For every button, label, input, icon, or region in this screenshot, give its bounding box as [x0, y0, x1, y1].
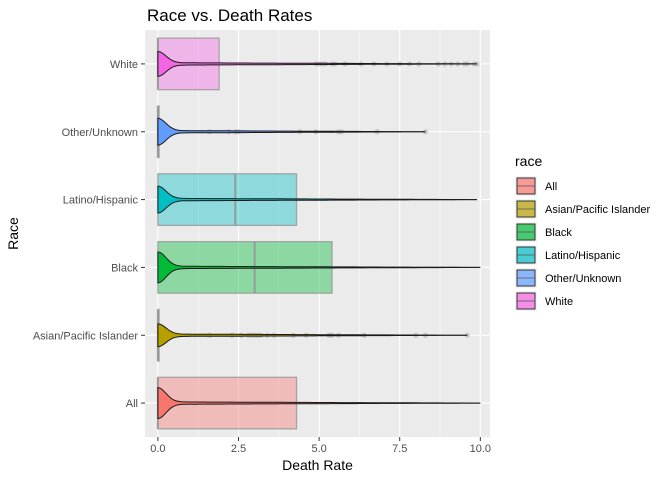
x-axis-label: Death Rate	[282, 457, 353, 473]
legend-item: Other/Unknown	[515, 268, 621, 288]
data-point	[474, 61, 480, 67]
y-tick-label: Other/Unknown	[62, 127, 138, 139]
x-tick-label: 7.5	[392, 443, 407, 455]
y-tick-label: White	[110, 59, 138, 71]
series-5	[156, 37, 480, 91]
series-0	[156, 376, 481, 430]
y-tick-label: All	[126, 398, 138, 410]
legend-title: race	[515, 153, 542, 169]
chart-title: Race vs. Death Rates	[147, 6, 312, 25]
x-tick-label: 10.0	[470, 443, 491, 455]
legend-label: Asian/Pacific Islander	[545, 204, 650, 216]
legend-item: Latino/Hispanic	[515, 245, 621, 265]
violin	[157, 323, 468, 348]
legend-label: White	[545, 296, 573, 308]
x-tick-label: 0.0	[150, 443, 165, 455]
violin	[157, 185, 478, 214]
legend-label: Latino/Hispanic	[545, 250, 621, 262]
legend-item: Black	[515, 222, 572, 242]
violin	[157, 251, 481, 284]
series-1	[156, 308, 471, 362]
violin	[157, 117, 426, 146]
data-point	[464, 332, 471, 338]
violin	[157, 387, 481, 419]
chart-marks	[156, 37, 481, 430]
legend-label: Other/Unknown	[545, 273, 621, 285]
series-3	[157, 173, 478, 227]
plot-panel	[145, 30, 490, 437]
legend-label: All	[545, 181, 557, 193]
y-tick-label: Asian/Pacific Islander	[33, 330, 138, 342]
y-axis-label: Race	[5, 217, 21, 250]
legend-label: Black	[545, 227, 572, 239]
series-2	[157, 240, 481, 294]
x-axis: 0.0 2.5 5.0 7.5 10.0	[150, 437, 491, 455]
y-tick-label: Black	[111, 262, 138, 274]
legend: race All Asian/Pacific Islander Black Latin…	[515, 153, 650, 311]
violin	[157, 51, 478, 77]
legend-item: Asian/Pacific Islander	[515, 199, 650, 219]
legend-item: All	[515, 176, 557, 196]
y-tick-label: Latino/Hispanic	[63, 195, 139, 207]
legend-item: White	[515, 291, 573, 311]
x-tick-label: 5.0	[311, 443, 326, 455]
y-axis: All Asian/Pacific Islander Black Latino/His…	[33, 59, 145, 410]
x-tick-label: 2.5	[231, 443, 246, 455]
series-4	[156, 105, 429, 159]
data-point	[422, 129, 429, 135]
